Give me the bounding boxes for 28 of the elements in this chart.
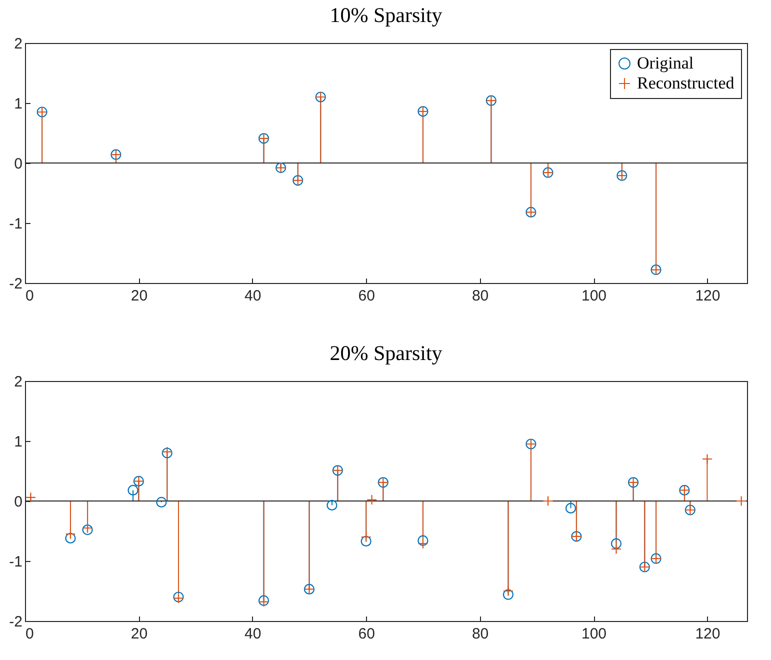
x-tick-label: 120 bbox=[695, 626, 720, 642]
x-tick-label: 40 bbox=[244, 626, 262, 642]
x-tick-label: 60 bbox=[358, 288, 375, 304]
x-tick-label: 0 bbox=[26, 626, 34, 642]
y-tick-label: 1 bbox=[14, 96, 22, 112]
legend-label: Original bbox=[637, 54, 694, 72]
x-tick-label: 80 bbox=[472, 288, 489, 304]
x-tick-label: 100 bbox=[581, 626, 607, 642]
y-tick-label: 2 bbox=[14, 36, 22, 52]
x-tick-label: 120 bbox=[695, 288, 720, 304]
x-tick-label: 20 bbox=[130, 288, 148, 304]
chart-title: 20% Sparsity bbox=[330, 341, 443, 365]
x-tick-label: 40 bbox=[244, 288, 262, 304]
legend-label: Reconstructed bbox=[637, 74, 735, 92]
y-tick-label: -1 bbox=[9, 216, 22, 232]
y-tick-label: 1 bbox=[14, 434, 22, 450]
y-tick-label: -1 bbox=[9, 554, 22, 570]
chart-title: 10% Sparsity bbox=[330, 3, 443, 27]
y-tick-label: -2 bbox=[9, 276, 22, 292]
x-tick-label: 100 bbox=[581, 288, 607, 304]
x-tick-label: 0 bbox=[26, 288, 34, 304]
y-tick-label: 2 bbox=[14, 374, 22, 390]
x-tick-label: 80 bbox=[472, 626, 489, 642]
y-tick-label: 0 bbox=[14, 494, 22, 510]
x-tick-label: 20 bbox=[130, 626, 148, 642]
x-tick-label: 60 bbox=[358, 626, 375, 642]
y-tick-label: 0 bbox=[14, 156, 22, 172]
y-tick-label: -2 bbox=[9, 614, 22, 630]
